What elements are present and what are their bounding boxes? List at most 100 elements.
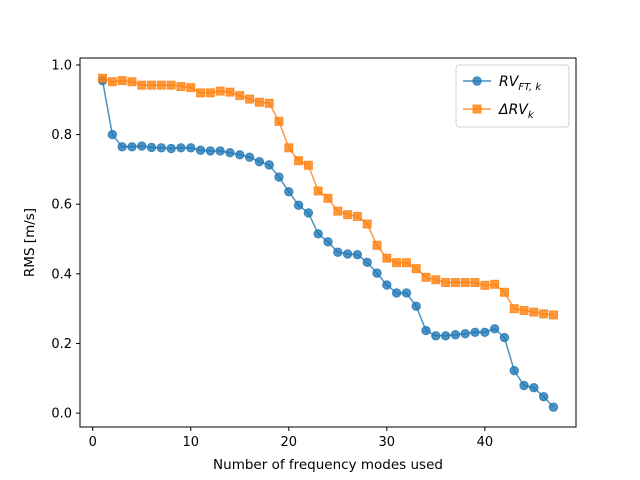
x-axis-ticks: 0 10 20 30 40 xyxy=(89,427,494,450)
data-point xyxy=(519,305,529,315)
data-point xyxy=(480,280,490,290)
data-point xyxy=(411,264,421,274)
data-point xyxy=(274,172,284,182)
data-point xyxy=(303,208,314,218)
data-point xyxy=(196,88,206,98)
data-point xyxy=(205,146,216,156)
y-axis-ticks: 0.0 0.2 0.4 0.6 0.8 1.0 xyxy=(51,58,80,422)
data-point xyxy=(499,287,509,297)
data-point xyxy=(352,249,363,260)
data-point xyxy=(538,392,549,402)
data-point xyxy=(333,247,343,257)
x-tick-label: 30 xyxy=(379,435,396,450)
data-point xyxy=(235,91,245,101)
data-point xyxy=(294,156,304,166)
data-point xyxy=(264,98,274,108)
data-point xyxy=(215,86,225,96)
data-point xyxy=(460,278,470,288)
legend-label-main: RV xyxy=(499,74,520,90)
data-point xyxy=(431,331,441,341)
data-point xyxy=(333,206,343,216)
data-point xyxy=(539,309,549,319)
data-point xyxy=(127,77,137,87)
x-tick-label: 10 xyxy=(182,435,199,450)
data-point xyxy=(146,142,157,153)
data-point xyxy=(156,143,167,153)
data-point xyxy=(421,272,431,282)
y-axis-label: RMS [m/s] xyxy=(22,208,38,277)
data-point xyxy=(490,279,500,289)
legend: RVFT, k ΔRVk xyxy=(455,64,570,128)
data-point xyxy=(225,147,235,158)
data-point xyxy=(186,143,196,153)
data-point xyxy=(284,143,294,153)
legend-entry: RVFT, k xyxy=(463,74,542,93)
data-point xyxy=(372,240,382,250)
data-point xyxy=(313,229,323,239)
data-point xyxy=(274,116,284,126)
x-axis-label: Number of frequency modes used xyxy=(213,457,443,473)
data-point xyxy=(98,73,108,83)
data-point xyxy=(548,310,558,320)
data-point xyxy=(323,193,333,203)
y-tick-label: 1.0 xyxy=(51,58,72,73)
legend-entry: ΔRVk xyxy=(463,102,535,121)
data-point xyxy=(440,331,451,341)
data-point xyxy=(342,249,353,259)
y-tick-label: 0.0 xyxy=(51,407,72,422)
data-point xyxy=(137,80,147,90)
y-tick-label: 0.2 xyxy=(51,337,72,352)
data-point xyxy=(470,278,480,288)
data-point xyxy=(470,327,480,338)
data-point xyxy=(391,288,402,298)
data-point xyxy=(107,77,117,87)
data-point xyxy=(205,88,215,98)
data-point xyxy=(509,304,519,314)
data-point xyxy=(127,142,137,152)
data-point xyxy=(499,332,510,343)
data-point xyxy=(225,87,235,97)
legend-marker xyxy=(472,76,482,86)
legend-label-subscript: FT, k xyxy=(518,82,542,93)
data-point xyxy=(352,211,362,221)
data-point xyxy=(117,76,127,86)
x-tick-label: 40 xyxy=(477,435,494,450)
data-point xyxy=(147,80,157,90)
data-point xyxy=(372,268,382,278)
data-point xyxy=(254,97,264,107)
data-point xyxy=(382,280,392,290)
data-point xyxy=(323,237,333,247)
y-tick-label: 0.4 xyxy=(51,267,72,282)
y-tick-label: 0.8 xyxy=(51,128,72,143)
data-point xyxy=(460,329,470,339)
data-point xyxy=(166,80,176,90)
data-point xyxy=(529,382,539,393)
data-point xyxy=(450,330,461,340)
data-point xyxy=(107,129,118,140)
data-point xyxy=(450,278,460,288)
data-point xyxy=(244,152,255,162)
data-point xyxy=(421,325,431,336)
data-point xyxy=(235,150,245,160)
legend-label-subscript: k xyxy=(528,110,535,121)
data-point xyxy=(401,288,412,298)
data-point xyxy=(293,200,304,210)
data-point xyxy=(548,402,559,412)
series-1 xyxy=(98,73,558,320)
data-point xyxy=(117,142,127,152)
data-point xyxy=(489,324,500,334)
data-point xyxy=(362,257,372,268)
data-point xyxy=(529,307,539,317)
series-0 xyxy=(97,75,559,412)
data-point xyxy=(156,80,166,90)
data-point xyxy=(313,186,323,196)
data-point xyxy=(303,160,313,170)
data-point xyxy=(480,327,490,338)
data-point xyxy=(431,275,441,285)
data-point xyxy=(176,82,186,92)
data-point xyxy=(215,146,225,156)
axes-frame xyxy=(79,57,577,428)
data-point xyxy=(411,301,421,311)
data-point xyxy=(264,160,274,170)
